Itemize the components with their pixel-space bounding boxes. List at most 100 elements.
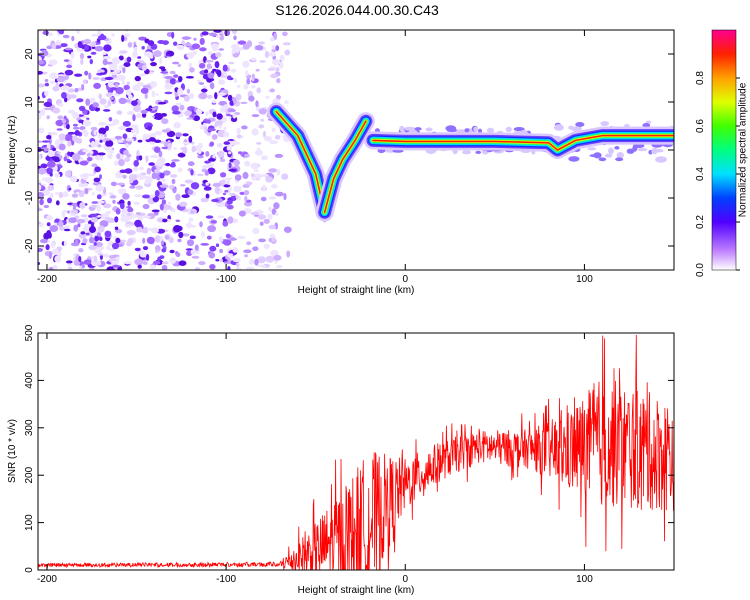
noise-blob bbox=[274, 135, 281, 140]
noise-blob bbox=[177, 76, 183, 82]
noise-blob bbox=[187, 189, 194, 195]
noise-blob bbox=[94, 255, 98, 263]
noise-blob bbox=[60, 85, 69, 91]
noise-blob bbox=[226, 199, 233, 205]
noise-blob bbox=[134, 194, 142, 198]
noise-blob bbox=[171, 105, 179, 113]
noise-blob bbox=[126, 81, 130, 86]
noise-blob bbox=[46, 135, 52, 140]
noise-blob bbox=[227, 75, 232, 80]
noise-blob bbox=[74, 88, 79, 93]
noise-blob bbox=[279, 61, 284, 69]
x-tick-label: -100 bbox=[216, 574, 236, 585]
noise-blob bbox=[67, 151, 71, 156]
noise-blob bbox=[275, 45, 280, 51]
noise-blob bbox=[263, 135, 272, 142]
noise-blob bbox=[201, 88, 208, 93]
noise-blob bbox=[217, 150, 225, 158]
noise-blob bbox=[46, 45, 53, 50]
noise-blob bbox=[90, 140, 96, 148]
noise-blob bbox=[97, 144, 102, 148]
noise-blob bbox=[126, 89, 132, 96]
noise-blob bbox=[43, 101, 53, 108]
noise-blob bbox=[273, 254, 282, 261]
noise-blob bbox=[137, 139, 143, 143]
noise-blob bbox=[222, 220, 229, 227]
noise-blob bbox=[274, 153, 284, 158]
noise-blob bbox=[107, 192, 115, 195]
noise-blob bbox=[279, 54, 285, 61]
noise-blob bbox=[105, 140, 114, 147]
noise-blob bbox=[205, 182, 209, 186]
noise-blob bbox=[142, 84, 152, 89]
noise-blob bbox=[207, 51, 213, 55]
noise-blob bbox=[141, 64, 147, 71]
noise-blob bbox=[251, 85, 256, 89]
noise-blob bbox=[191, 141, 195, 145]
noise-blob bbox=[223, 104, 229, 110]
noise-blob bbox=[81, 83, 85, 91]
noise-blob bbox=[116, 110, 123, 115]
noise-blob bbox=[97, 152, 106, 156]
noise-blob bbox=[175, 102, 183, 106]
noise-blob bbox=[263, 243, 270, 249]
noise-blob bbox=[92, 77, 101, 80]
noise-blob bbox=[159, 203, 164, 211]
noise-blob bbox=[111, 260, 118, 266]
noise-blob bbox=[112, 236, 118, 239]
noise-blob bbox=[46, 180, 52, 184]
noise-blob bbox=[177, 152, 186, 158]
noise-blob bbox=[63, 191, 68, 196]
noise-blob bbox=[263, 218, 270, 224]
noise-blob bbox=[168, 237, 174, 244]
tone-halo bbox=[571, 126, 582, 132]
tone-halo bbox=[399, 125, 405, 132]
colorbar: 0.0 0.2 0.4 0.6 0.8 Normalized spectral ampl… bbox=[695, 29, 749, 277]
noise-blob bbox=[225, 113, 232, 117]
noise-blob bbox=[67, 109, 75, 114]
noise-blob bbox=[274, 212, 279, 216]
noise-blob bbox=[66, 158, 70, 162]
noise-blob bbox=[111, 242, 120, 250]
noise-blob bbox=[88, 236, 95, 244]
noise-blob bbox=[241, 125, 248, 130]
noise-blob bbox=[159, 66, 166, 70]
noise-blob bbox=[38, 208, 43, 211]
noise-blob bbox=[122, 66, 126, 74]
noise-blob bbox=[163, 206, 173, 210]
noise-blob bbox=[127, 42, 133, 48]
noise-blob bbox=[219, 258, 223, 262]
noise-blob bbox=[146, 236, 155, 245]
noise-blob bbox=[226, 253, 234, 257]
noise-blob bbox=[211, 134, 218, 140]
noise-blob bbox=[67, 266, 73, 270]
noise-blob bbox=[117, 188, 127, 195]
noise-blob bbox=[214, 120, 224, 126]
noise-blob bbox=[118, 159, 125, 167]
noise-blob bbox=[165, 162, 171, 167]
noise-blob bbox=[191, 145, 197, 153]
noise-blob bbox=[52, 147, 56, 152]
noise-blob bbox=[91, 201, 100, 204]
noise-blob bbox=[110, 87, 118, 91]
noise-blob bbox=[63, 228, 71, 232]
noise-blob bbox=[261, 264, 266, 269]
noise-blob bbox=[114, 135, 123, 140]
noise-blob bbox=[89, 213, 99, 217]
noise-blob bbox=[262, 130, 267, 138]
noise-blob bbox=[78, 43, 84, 49]
noise-blob bbox=[157, 101, 167, 105]
noise-blob bbox=[123, 84, 130, 91]
noise-blob bbox=[233, 97, 237, 105]
noise-blob bbox=[274, 191, 284, 197]
noise-blob bbox=[153, 146, 161, 153]
spectrogram-ylabel: Frequency (Hz) bbox=[7, 116, 18, 185]
noise-blob bbox=[189, 67, 195, 73]
noise-blob bbox=[214, 186, 220, 194]
colorbar-tick-label: 0.4 bbox=[695, 167, 706, 181]
noise-blob bbox=[252, 246, 259, 251]
noise-blob bbox=[40, 238, 48, 244]
noise-blob bbox=[161, 178, 166, 183]
noise-blob bbox=[159, 255, 165, 259]
noise-blob bbox=[205, 59, 214, 63]
